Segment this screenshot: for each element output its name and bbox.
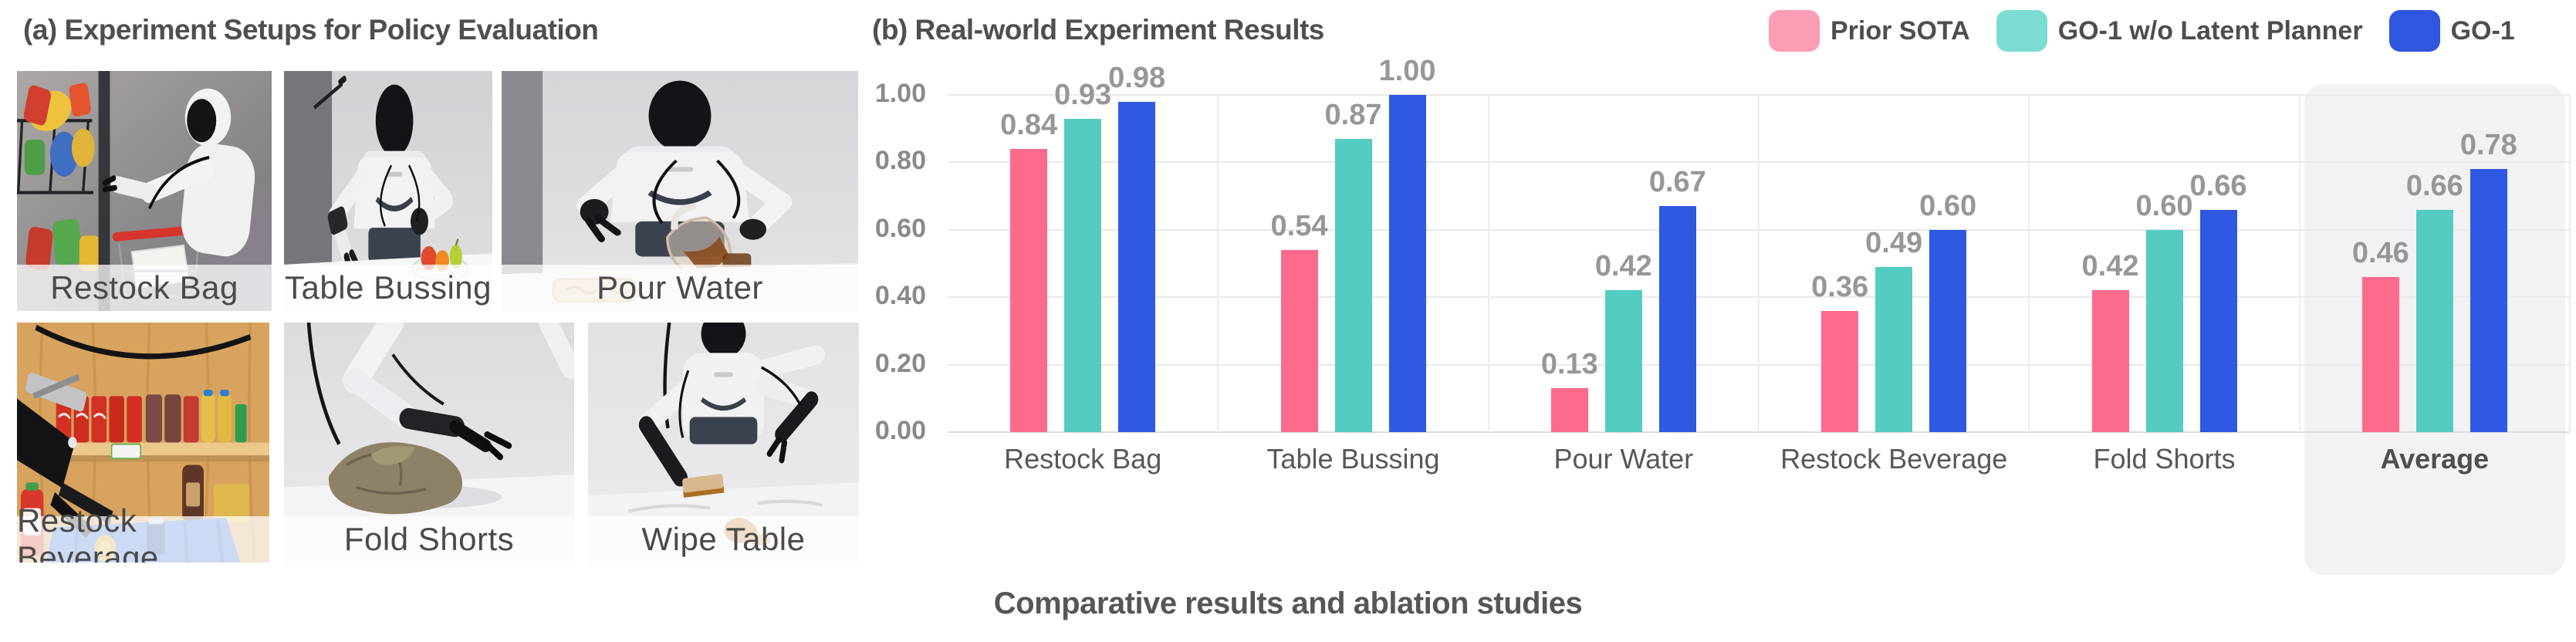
y-tick-label: 0.80 [874,146,926,176]
bar-value-label: 0.36 [1811,270,1869,303]
bar-go-1-w-o-latent-planner-table-bussing [1334,138,1372,432]
bar-go-1-fold-shorts [2199,209,2237,432]
bar-prior-sota-average [2361,276,2399,432]
bar-value-label: 0.49 [1865,226,1923,259]
bar-value-label: 0.93 [1054,78,1112,111]
y-tick-label: 0.60 [874,213,926,243]
bar-value-label: 1.00 [1378,55,1436,87]
panel-separator [1487,95,1489,432]
photo-label-table-bussing: Table Bussing [284,265,492,311]
category-label-average: Average [2380,443,2490,475]
panel-separator [1758,95,1760,432]
photo-fold-shorts: Fold Shorts [284,323,574,563]
legend-label: GO-1 [2450,15,2515,46]
photo-label-restock-bag: Restock Bag [17,265,272,311]
bar-value-label: 0.13 [1540,348,1598,381]
bar-value-label: 0.60 [2135,189,2193,222]
bar-value-label: 0.78 [2459,129,2517,162]
bar-value-label: 0.42 [2081,250,2139,283]
bar-value-label: 0.42 [1594,250,1652,283]
bar-prior-sota-restock-beverage [1821,310,1859,432]
y-tick-label: 0.20 [874,348,926,378]
category-label-fold-shorts: Fold Shorts [2093,443,2236,475]
y-tick-label: 0.00 [874,416,926,445]
panel-separator [1217,95,1219,432]
photo-restock-bag: Restock Bag [17,71,272,311]
photo-pour-water: Pour Water [502,71,858,311]
bar-go-1-w-o-latent-planner-restock-beverage [1875,266,1913,432]
bar-go-1-w-o-latent-planner-restock-bag [1064,118,1102,432]
panel-separator [2028,95,2030,432]
bar-go-1-table-bussing [1388,95,1426,432]
bar-prior-sota-restock-bag [1010,148,1048,432]
bar-go-1-w-o-latent-planner-fold-shorts [2145,229,2183,432]
y-tick-label: 0.40 [874,281,926,311]
category-label-table-bussing: Table Bussing [1266,443,1440,475]
panel-separator [2569,95,2571,432]
bar-go-1-w-o-latent-planner-average [2415,209,2453,432]
legend-swatch-go-1 [2388,10,2440,52]
category-label-restock-beverage: Restock Beverage [1780,443,2008,475]
chart-legend: Prior SOTA GO-1 w/o Latent Planner GO-1 [1769,8,2515,54]
bar-go-1-restock-beverage [1929,229,1967,432]
bar-value-label: 0.84 [1000,108,1058,141]
panel-separator [2298,95,2300,432]
bar-value-label: 0.87 [1324,98,1382,131]
photo-label-wipe-table: Wipe Table [588,516,859,563]
photo-label-pour-water: Pour Water [502,265,858,311]
legend-item-go-1: GO-1 [2388,10,2515,52]
bar-value-label: 0.98 [1108,61,1166,94]
panel-b-title: (b) Real-world Experiment Results [872,14,1324,46]
panel-a-title: (a) Experiment Setups for Policy Evaluat… [23,14,599,46]
photo-restock-beverage: Restock Beverage [17,323,269,563]
bar-value-label: 0.66 [2189,169,2247,202]
grid-line [948,431,2570,433]
y-tick-label: 1.00 [874,79,926,108]
category-label-pour-water: Pour Water [1553,443,1694,475]
bar-go-1-w-o-latent-planner-pour-water [1604,290,1642,432]
bar-value-label: 0.54 [1270,210,1328,243]
legend-swatch-go-1-w-o-latent-planner [1996,10,2047,52]
legend-label: GO-1 w/o Latent Planner [2057,15,2363,46]
bar-value-label: 0.67 [1648,166,1706,199]
bar-prior-sota-table-bussing [1280,250,1318,432]
bar-go-1-average [2470,169,2507,432]
bar-value-label: 0.66 [2405,169,2463,202]
bar-value-label: 0.60 [1919,189,1977,222]
legend-swatch-prior-sota [1769,10,1820,52]
bar-prior-sota-fold-shorts [2091,290,2129,432]
photo-table-bussing: Table Bussing [284,71,492,311]
legend-label: Prior SOTA [1831,15,1970,46]
bar-value-label: 0.46 [2351,236,2409,269]
category-label-restock-bag: Restock Bag [1004,443,1162,475]
bar-go-1-pour-water [1658,206,1696,432]
bar-prior-sota-pour-water [1550,388,1588,432]
photo-label-fold-shorts: Fold Shorts [284,516,574,563]
bar-go-1-restock-bag [1118,101,1156,432]
legend-item-prior-sota: Prior SOTA [1769,10,1970,52]
legend-item-go-1-w-o-latent-planner: GO-1 w/o Latent Planner [1996,10,2363,52]
photo-wipe-table: Wipe Table [588,323,859,563]
figure-caption: Comparative results and ablation studies [993,586,1583,620]
